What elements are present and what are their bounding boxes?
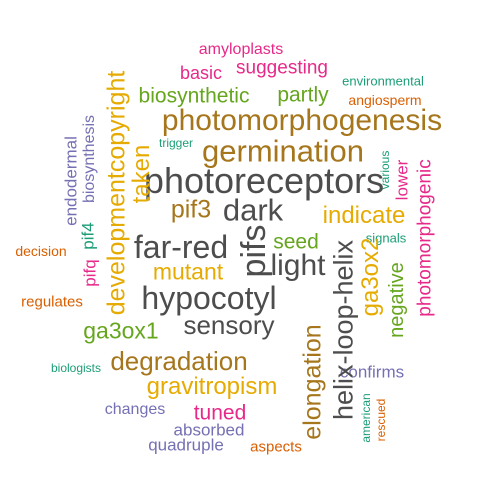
word-mutant: mutant: [152, 258, 224, 285]
word-pif3: pif3: [170, 195, 212, 224]
word-light: light: [270, 249, 326, 282]
word-angiosperm: angiosperm: [348, 92, 422, 108]
word-ga3ox1: ga3ox1: [83, 317, 159, 344]
word-degradation: degradation: [110, 346, 248, 376]
word-absorbed: absorbed: [173, 420, 245, 440]
word-environmental: environmental: [342, 73, 424, 89]
word-tuned: tuned: [193, 401, 247, 425]
word-pifq: pifq: [80, 259, 100, 287]
word-lower: lower: [392, 159, 412, 201]
word-regulates: regulates: [21, 293, 83, 311]
word-photoreceptors: photoreceptors: [143, 160, 385, 201]
word-american: american: [359, 393, 373, 443]
word-taken: taken: [128, 144, 155, 204]
word-hypocotyl: hypocotyl: [141, 280, 277, 316]
word-quadruple: quadruple: [148, 435, 224, 455]
word-suggesting: suggesting: [236, 57, 328, 79]
word-aspects: aspects: [250, 438, 302, 456]
word-photomorphogenesis: photomorphogenesis: [161, 104, 443, 137]
word-rescued: rescued: [374, 398, 388, 442]
word-indicate: indicate: [322, 202, 406, 229]
word-far-red: far-red: [133, 229, 229, 265]
word-dark: dark: [222, 192, 284, 228]
word-decision: decision: [15, 243, 67, 259]
word-biosynthesis: biosynthesis: [81, 114, 98, 204]
word-ga3ox2: ga3ox2: [357, 237, 384, 317]
word-helix-loop-helix: helix-loop-helix: [328, 239, 359, 421]
word-basic: basic: [179, 63, 223, 83]
word-photomorphogenic: photomorphogenic: [414, 159, 436, 317]
word-various: various: [378, 150, 392, 190]
word-biosynthetic: biosynthetic: [138, 84, 250, 108]
word-sensory: sensory: [183, 310, 275, 340]
word-elongation: elongation: [298, 324, 327, 440]
word-endodermal: endodermal: [61, 136, 81, 226]
word-pif4: pif4: [78, 222, 98, 250]
word-germination: germination: [202, 133, 364, 169]
word-trigger: trigger: [158, 136, 194, 150]
word-partly: partly: [277, 83, 329, 107]
word-changes: changes: [104, 401, 166, 418]
word-seed: seed: [273, 230, 319, 254]
word-gravitropism: gravitropism: [146, 373, 278, 400]
word-negative: negative: [386, 262, 408, 338]
word-biologists: biologists: [50, 361, 102, 375]
word-confirms: confirms: [339, 362, 405, 382]
word-pifs: pifs: [235, 224, 273, 278]
word-amyloplasts: amyloplasts: [198, 41, 284, 58]
word-developmentcopyright: developmentcopyright: [102, 70, 131, 316]
word-signals: signals: [365, 230, 407, 246]
